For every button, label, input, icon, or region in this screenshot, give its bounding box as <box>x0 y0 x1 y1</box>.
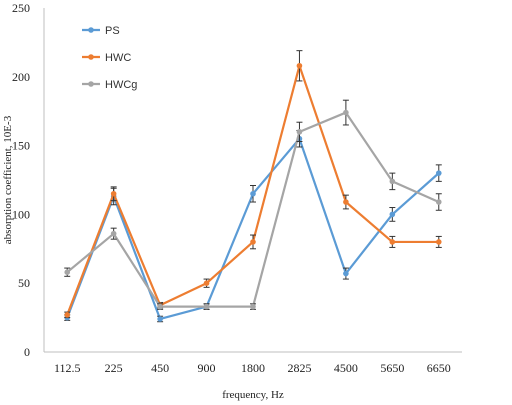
legend-marker <box>88 81 94 87</box>
y-tick-labels: 0 50 100 150 200 250 <box>12 1 30 359</box>
data-point <box>250 190 256 197</box>
legend-item: HWC <box>82 52 131 64</box>
data-point <box>203 303 210 310</box>
data-point <box>250 239 256 245</box>
data-point <box>296 62 303 69</box>
x-tick-label: 5650 <box>380 361 404 375</box>
legend-label: HWCg <box>105 79 137 91</box>
y-tick-label: 50 <box>18 276 30 290</box>
data-point <box>157 316 163 322</box>
x-tick-label: 112.5 <box>54 361 81 375</box>
x-tick-label: 225 <box>105 361 123 375</box>
legend-item: PS <box>82 25 120 37</box>
x-tick-label: 2825 <box>287 361 311 375</box>
data-point <box>296 129 303 135</box>
x-tick-label: 4500 <box>334 361 358 375</box>
data-point <box>157 303 163 310</box>
x-axis-title: frequency, Hz <box>222 389 284 401</box>
x-tick-label: 6650 <box>427 361 451 375</box>
y-tick-label: 0 <box>24 345 30 359</box>
legend-label: HWC <box>105 52 131 64</box>
series-line <box>66 111 440 308</box>
series-layer <box>64 50 442 323</box>
data-point <box>389 178 396 185</box>
data-point <box>64 312 71 318</box>
y-tick-label: 150 <box>12 139 30 153</box>
series-ps <box>64 129 442 323</box>
data-point <box>435 239 442 245</box>
legend-item: HWCg <box>82 79 137 91</box>
y-tick-label: 250 <box>12 1 30 15</box>
data-point <box>389 239 396 245</box>
data-point <box>203 280 210 287</box>
y-tick-label: 100 <box>12 207 30 221</box>
legend-label: PS <box>105 25 120 37</box>
data-point <box>389 211 396 218</box>
y-tick-label: 200 <box>12 70 30 84</box>
data-point <box>64 269 71 275</box>
legend-marker <box>88 54 94 60</box>
x-tick-label: 900 <box>198 361 216 375</box>
x-tick-labels: 112.5 225 450 900 1800 2825 4500 5650 6650 <box>54 361 451 375</box>
y-axis-title: absorption coefficient, 10Е-3 <box>2 115 14 244</box>
data-point <box>110 230 117 237</box>
data-point <box>250 303 256 310</box>
data-point <box>343 199 349 205</box>
data-point <box>343 270 349 277</box>
legend: PS HWC HWCg <box>82 25 137 91</box>
series-hwcg <box>64 99 442 310</box>
data-point <box>343 109 349 116</box>
x-tick-label: 1800 <box>241 361 265 375</box>
x-tick-label: 450 <box>151 361 169 375</box>
legend-marker <box>88 27 94 33</box>
data-point <box>110 190 117 197</box>
data-point <box>435 170 442 176</box>
data-point <box>435 199 442 205</box>
